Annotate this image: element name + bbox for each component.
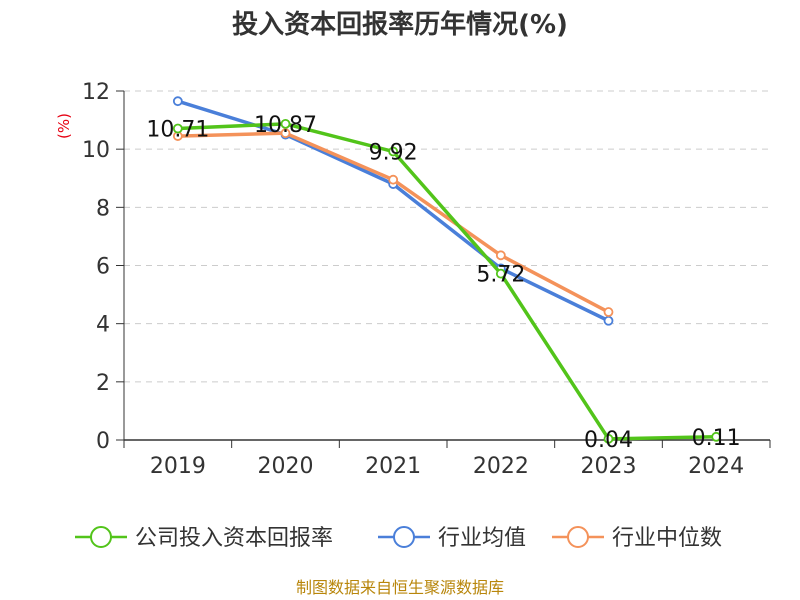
legend-marker xyxy=(393,526,415,548)
data-point xyxy=(711,431,722,442)
data-point xyxy=(495,268,506,279)
y-tick-label: 12 xyxy=(82,80,110,105)
data-point xyxy=(172,96,183,107)
data-point xyxy=(280,128,291,139)
y-tick-label: 8 xyxy=(96,196,110,221)
x-tick-label: 2021 xyxy=(365,454,421,479)
legend-marker xyxy=(567,526,589,548)
data-label: 10.87 xyxy=(254,113,317,138)
x-tick-label: 2022 xyxy=(473,454,529,479)
legend-label: 公司投入资本回报率 xyxy=(135,526,333,551)
data-point xyxy=(172,123,183,134)
y-tick-label: 6 xyxy=(96,255,110,280)
data-point xyxy=(603,433,614,444)
y-axis-label: (%) xyxy=(55,113,73,139)
y-tick-label: 10 xyxy=(82,138,110,163)
y-tick-label: 2 xyxy=(96,371,110,396)
data-label: 0.04 xyxy=(584,428,633,453)
data-label: 10.71 xyxy=(146,118,209,143)
data-point xyxy=(603,307,614,317)
data-point xyxy=(388,174,399,185)
data-point xyxy=(280,118,291,129)
data-point xyxy=(388,146,399,157)
y-tick-label: 0 xyxy=(96,429,110,454)
x-tick-label: 2024 xyxy=(688,454,744,479)
data-point xyxy=(603,315,614,326)
y-tick-label: 4 xyxy=(96,313,110,338)
data-label: 0.11 xyxy=(692,426,741,451)
legend-marker xyxy=(90,526,112,548)
data-label: 5.72 xyxy=(476,263,525,288)
legend-label: 行业中位数 xyxy=(612,526,722,551)
source-note: 制图数据来自恒生聚源数据库 xyxy=(296,578,504,597)
x-tick-label: 2020 xyxy=(258,454,314,479)
x-tick-label: 2019 xyxy=(150,454,206,479)
data-point xyxy=(495,250,506,261)
chart-title: 投入资本回报率历年情况(%) xyxy=(232,9,568,40)
x-tick-label: 2023 xyxy=(581,454,637,479)
data-label: 9.92 xyxy=(369,140,418,165)
series-line xyxy=(177,122,717,441)
legend-label: 行业均值 xyxy=(438,526,526,551)
